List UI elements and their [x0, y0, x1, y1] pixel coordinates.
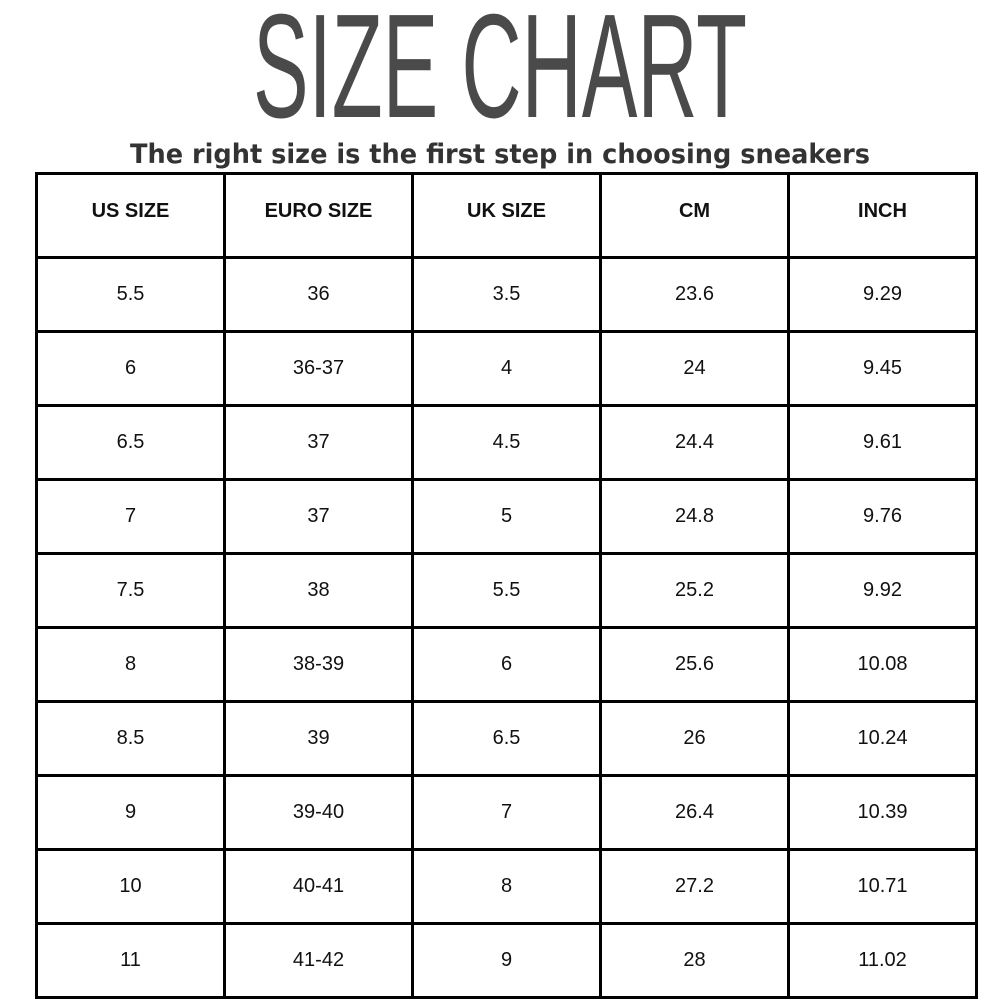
- table-cell: 8.5: [35, 700, 226, 777]
- table-cell: 6: [411, 626, 602, 703]
- table-cell: 6.5: [35, 404, 226, 481]
- table-cell: 25.2: [599, 552, 790, 629]
- table-cell: 7.5: [35, 552, 226, 629]
- table-cell: 5.5: [411, 552, 602, 629]
- table-cell: 9: [35, 774, 226, 851]
- table-cell: 9.45: [787, 330, 978, 407]
- table-cell: 25.6: [599, 626, 790, 703]
- table-row: 8 38-39 6 25.6 10.08: [35, 626, 978, 703]
- table-cell: 11: [35, 922, 226, 999]
- table-cell: 10.24: [787, 700, 978, 777]
- table-cell: 9: [411, 922, 602, 999]
- table-cell: 24.8: [599, 478, 790, 555]
- table-row: 9 39-40 7 26.4 10.39: [35, 774, 978, 851]
- table-cell: 39-40: [223, 774, 414, 851]
- column-header: INCH: [787, 172, 978, 259]
- table-cell: 10: [35, 848, 226, 925]
- table-row: 7 37 5 24.8 9.76: [35, 478, 978, 555]
- page-subtitle: The right size is the first step in choo…: [130, 139, 870, 170]
- table-row: 10 40-41 8 27.2 10.71: [35, 848, 978, 925]
- table-cell: 10.71: [787, 848, 978, 925]
- table-cell: 27.2: [599, 848, 790, 925]
- table-cell: 8: [411, 848, 602, 925]
- table-cell: 40-41: [223, 848, 414, 925]
- header-row: US SIZE EURO SIZE UK SIZE CM INCH: [35, 172, 978, 259]
- table-cell: 11.02: [787, 922, 978, 999]
- size-chart-table: US SIZE EURO SIZE UK SIZE CM INCH 5.5 36 3.5 23…: [35, 172, 978, 999]
- table-cell: 8: [35, 626, 226, 703]
- table-row: 5.5 36 3.5 23.6 9.29: [35, 256, 978, 333]
- table-cell: 39: [223, 700, 414, 777]
- table-cell: 26: [599, 700, 790, 777]
- table-cell: 23.6: [599, 256, 790, 333]
- table-cell: 5: [411, 478, 602, 555]
- table-cell: 9.29: [787, 256, 978, 333]
- table-cell: 9.76: [787, 478, 978, 555]
- table-cell: 4.5: [411, 404, 602, 481]
- table-cell: 24.4: [599, 404, 790, 481]
- table-cell: 38: [223, 552, 414, 629]
- table-cell: 10.39: [787, 774, 978, 851]
- table-row: 8.5 39 6.5 26 10.24: [35, 700, 978, 777]
- column-header: EURO SIZE: [223, 172, 414, 259]
- table-cell: 4: [411, 330, 602, 407]
- table-row: 7.5 38 5.5 25.2 9.92: [35, 552, 978, 629]
- table-cell: 38-39: [223, 626, 414, 703]
- table-cell: 36-37: [223, 330, 414, 407]
- table-cell: 41-42: [223, 922, 414, 999]
- table-cell: 37: [223, 478, 414, 555]
- table-cell: 6.5: [411, 700, 602, 777]
- table-cell: 36: [223, 256, 414, 333]
- page-title: SIZE CHART: [253, 0, 747, 149]
- table-cell: 5.5: [35, 256, 226, 333]
- column-header: UK SIZE: [411, 172, 602, 259]
- table-cell: 6: [35, 330, 226, 407]
- table-cell: 3.5: [411, 256, 602, 333]
- table-row: 6.5 37 4.5 24.4 9.61: [35, 404, 978, 481]
- heading: SIZE CHART The right size is the first s…: [130, 0, 870, 170]
- table-cell: 24: [599, 330, 790, 407]
- table-row: 11 41-42 9 28 11.02: [35, 922, 978, 999]
- column-header: CM: [599, 172, 790, 259]
- table-row: 6 36-37 4 24 9.45: [35, 330, 978, 407]
- table-cell: 9.92: [787, 552, 978, 629]
- table-cell: 10.08: [787, 626, 978, 703]
- table-cell: 7: [35, 478, 226, 555]
- table-cell: 26.4: [599, 774, 790, 851]
- table-cell: 37: [223, 404, 414, 481]
- table-cell: 28: [599, 922, 790, 999]
- table-cell: 7: [411, 774, 602, 851]
- column-header: US SIZE: [35, 172, 226, 259]
- table-cell: 9.61: [787, 404, 978, 481]
